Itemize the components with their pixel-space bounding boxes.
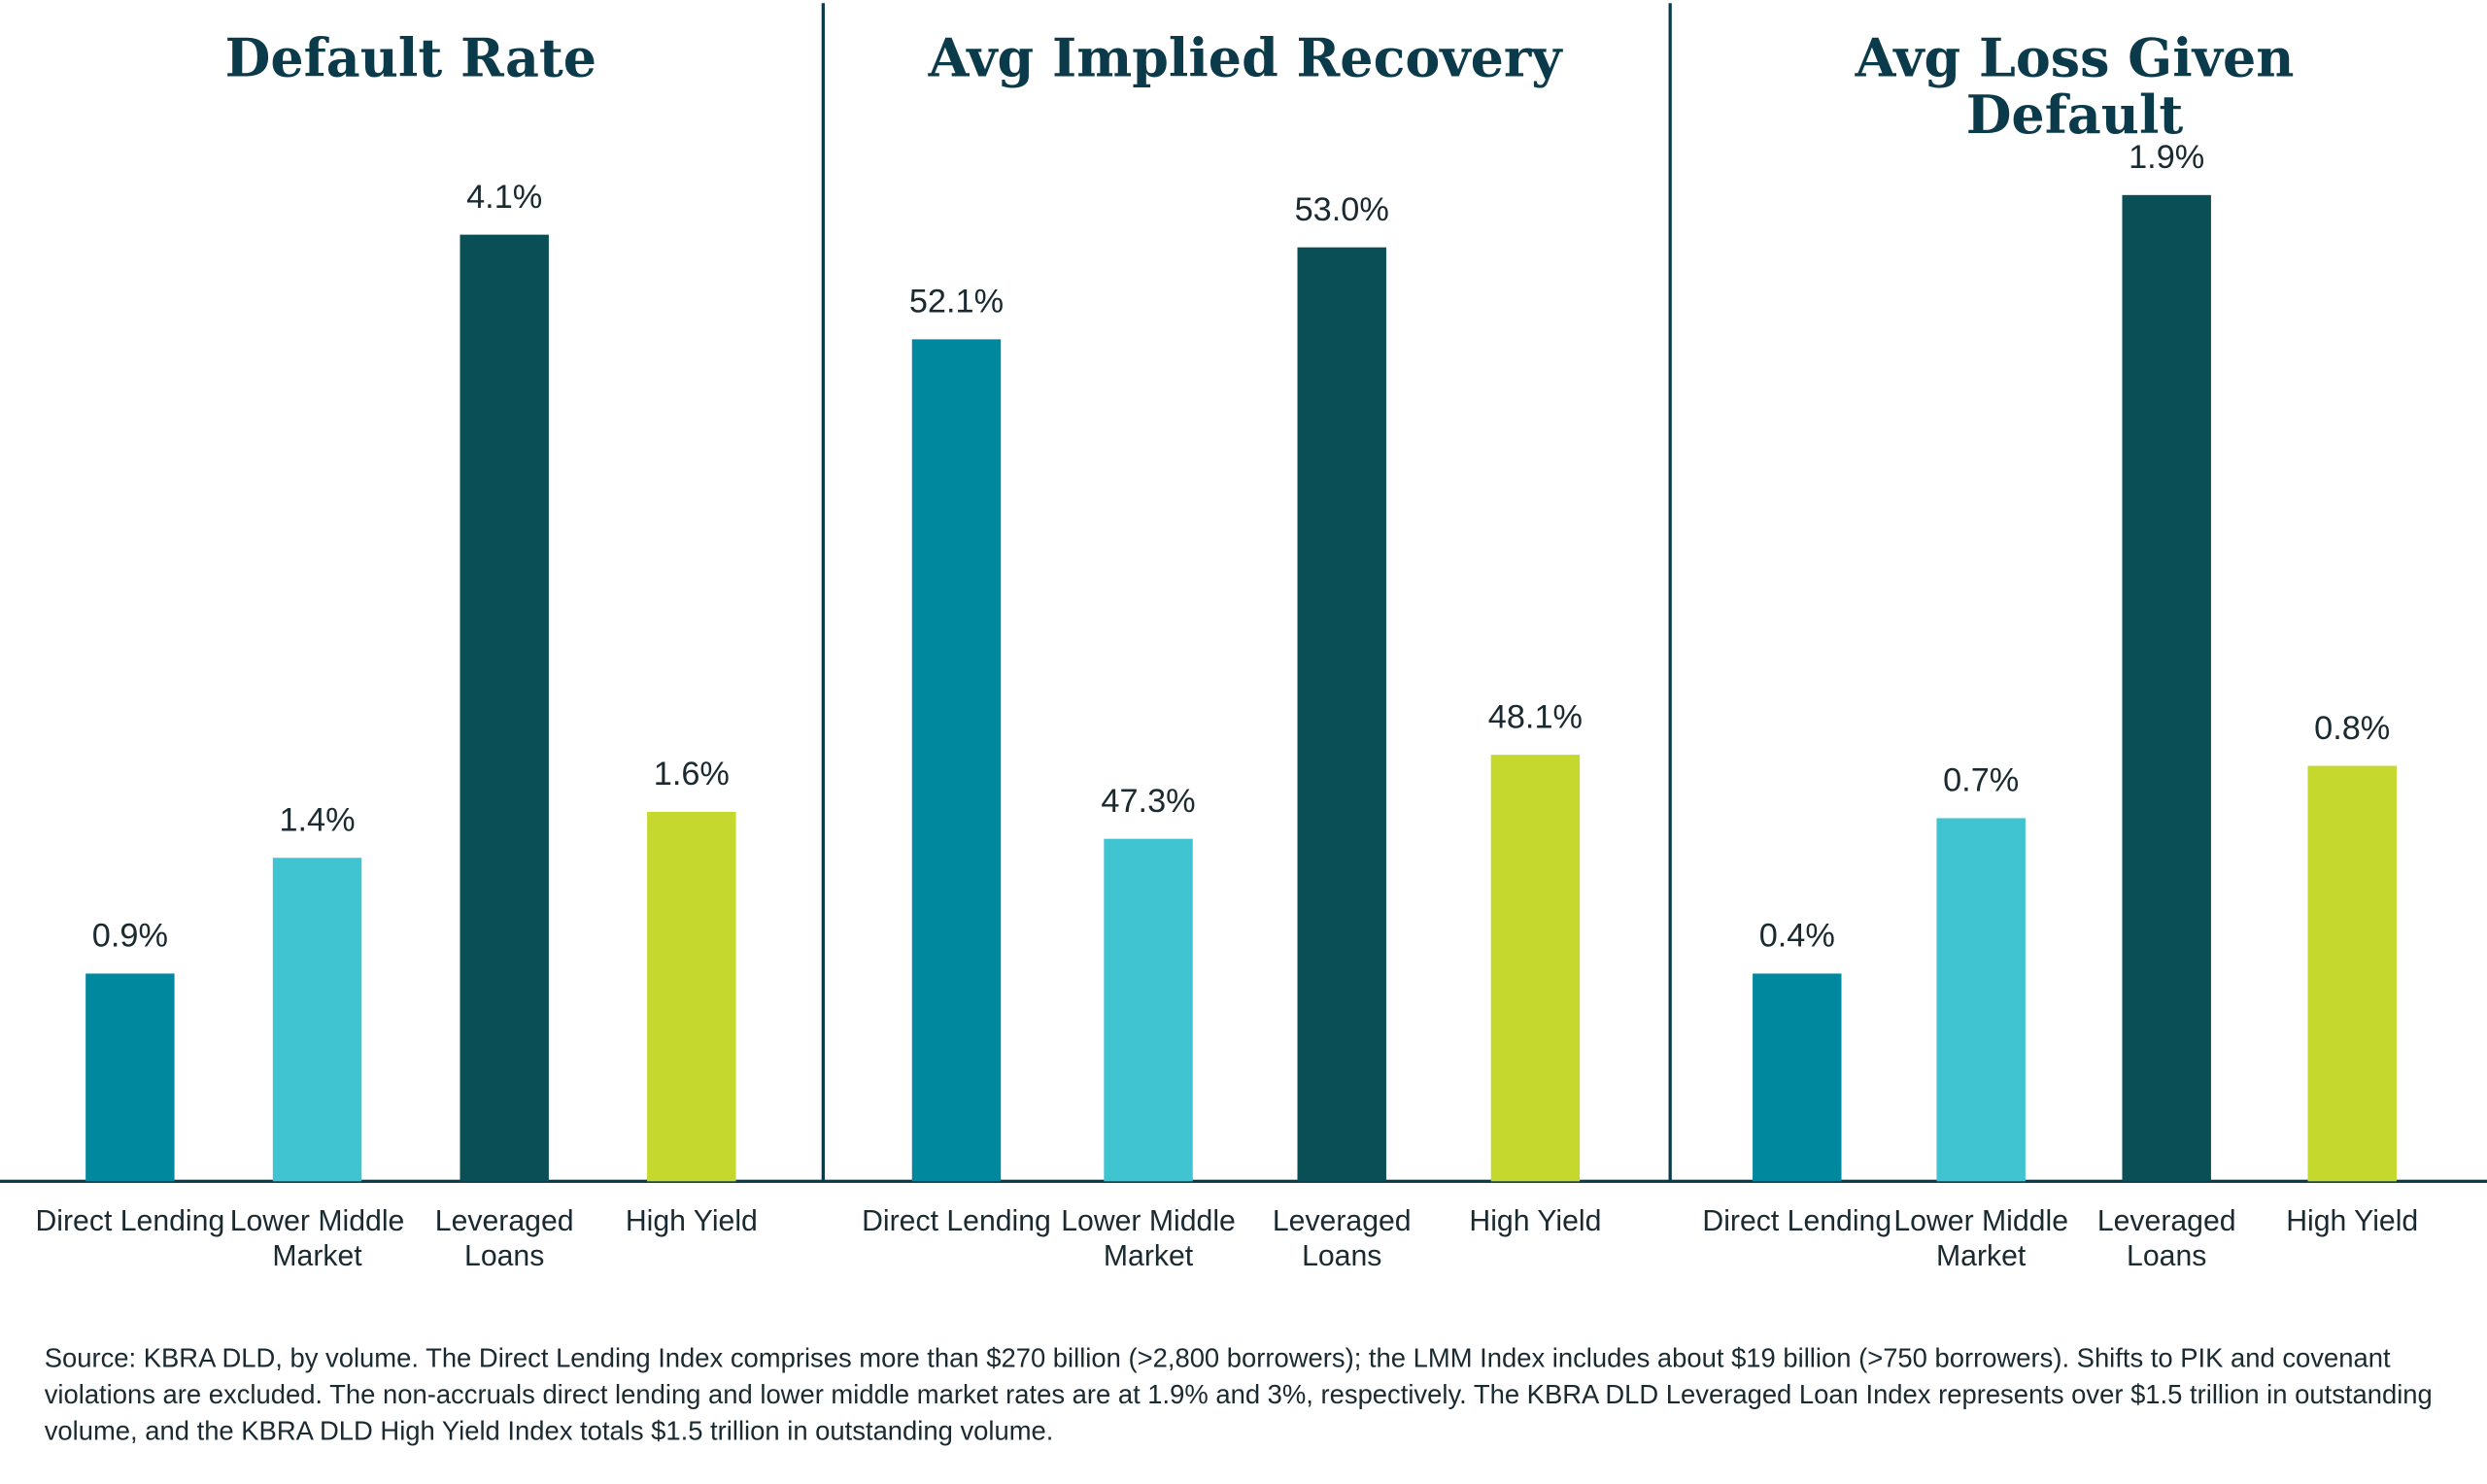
bar <box>2307 765 2397 1182</box>
chart-title: Avg Loss Given Default <box>1855 26 2295 147</box>
bar <box>272 858 362 1182</box>
value-label: 1.6% <box>653 756 730 793</box>
bar <box>1490 755 1581 1182</box>
panel-divider <box>1668 3 1672 1182</box>
bar <box>2122 194 2211 1182</box>
value-label: 52.1% <box>908 284 1005 321</box>
baseline <box>0 1179 2487 1183</box>
panel-divider <box>821 3 825 1182</box>
bar <box>1936 818 2026 1182</box>
bar <box>1297 246 1386 1182</box>
x-tick-label: Direct Lending <box>35 1203 225 1237</box>
bar <box>647 812 736 1182</box>
chart-title: Avg Implied Recovery <box>928 26 1562 89</box>
x-tick-label: High Yield <box>2286 1203 2419 1237</box>
chart-title: Default Rate <box>224 26 597 89</box>
bar <box>460 234 549 1182</box>
x-tick-label: High Yield <box>625 1203 758 1237</box>
x-tick-label: Leveraged Loans <box>434 1203 574 1272</box>
bar <box>1753 973 1842 1182</box>
bar <box>911 340 1002 1182</box>
value-label: 47.3% <box>1101 783 1196 820</box>
value-label: 0.4% <box>1758 918 1835 955</box>
bar <box>1104 838 1193 1182</box>
x-tick-label: Leveraged Loans <box>2096 1203 2236 1272</box>
x-tick-label: High Yield <box>1469 1203 1602 1237</box>
x-tick-label: Direct Lending <box>1702 1203 1892 1237</box>
value-label: 0.8% <box>2314 710 2391 747</box>
value-label: 1.4% <box>279 802 356 840</box>
value-label: 48.1% <box>1487 699 1584 737</box>
x-tick-label: Leveraged Loans <box>1272 1203 1412 1272</box>
value-label: 0.7% <box>1943 761 2020 799</box>
value-label: 53.0% <box>1294 190 1389 228</box>
x-tick-label: Lower Middle Market <box>1061 1203 1236 1272</box>
x-tick-label: Lower Middle Market <box>229 1203 405 1272</box>
value-label: 0.9% <box>91 918 168 955</box>
x-tick-label: Lower Middle Market <box>1893 1203 2069 1272</box>
x-tick-label: Direct Lending <box>862 1203 1051 1237</box>
value-label: 4.1% <box>466 179 543 217</box>
source-note: Source: KBRA DLD, by volume. The Direct … <box>44 1342 2433 1446</box>
bar <box>85 973 175 1182</box>
value-label: 1.9% <box>2129 139 2205 176</box>
